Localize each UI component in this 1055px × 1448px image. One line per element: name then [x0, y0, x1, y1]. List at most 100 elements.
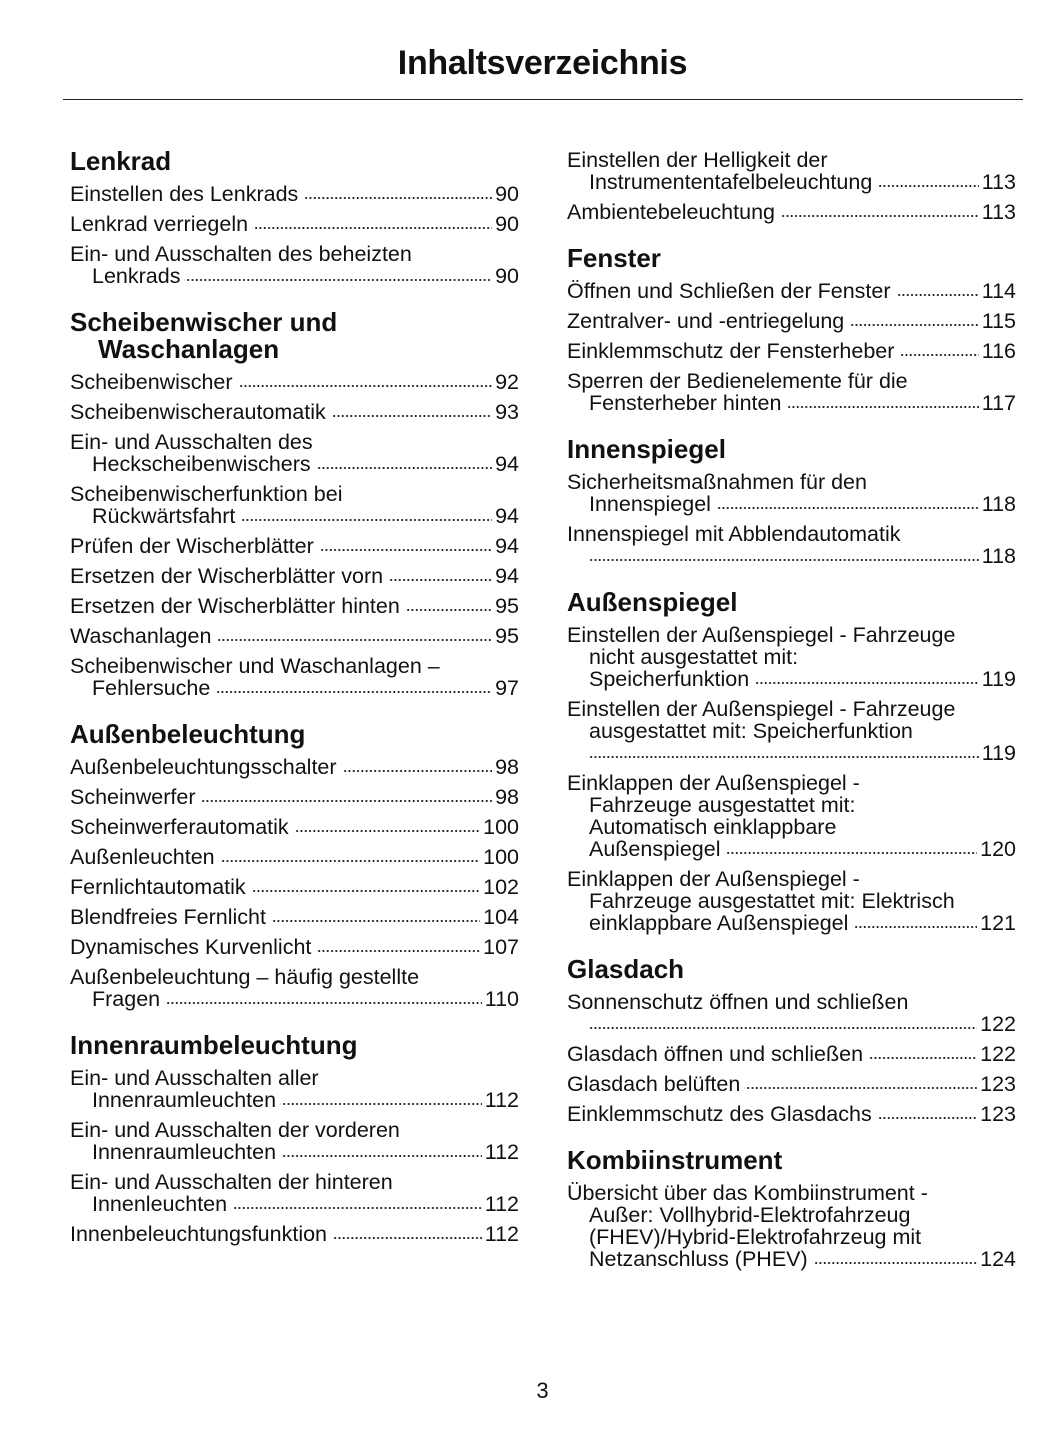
toc-entry[interactable]: Scheibenwischerautomatik 93	[70, 401, 519, 423]
toc-entry[interactable]: Einstellen der Außenspiegel - Fahrzeuge a…	[567, 698, 1016, 764]
toc-entry[interactable]: Einklemmschutz des Glasdachs 123	[567, 1103, 1016, 1125]
toc-entry[interactable]: Einklappen der Außenspiegel - Fahrzeuge a…	[567, 772, 1016, 860]
toc-entry[interactable]: Ein- und Ausschalten des beheizten Lenkra…	[70, 243, 519, 287]
entry-last-line: Glasdach belüften 123	[567, 1073, 1016, 1095]
toc-entry[interactable]: Innenbeleuchtungsfunktion 112	[70, 1223, 519, 1245]
entry-title-line: Scheibenwischer	[70, 370, 233, 394]
entry-title-line: Scheibenwischerfunktion bei	[70, 482, 343, 506]
section-heading: Fenster	[567, 245, 1016, 272]
toc-entry[interactable]: Ein- und Ausschalten der hinteren Innenle…	[70, 1171, 519, 1215]
toc-entry[interactable]: Einklappen der Außenspiegel - Fahrzeuge a…	[567, 868, 1016, 934]
entry-title-line: Einklappen der Außenspiegel -	[567, 867, 860, 891]
toc-entry[interactable]: Innenspiegel mit Abblendautomatik 118	[567, 523, 1016, 567]
dot-leader	[241, 518, 493, 522]
entry-title-line: Außenspiegel	[589, 837, 721, 861]
toc-entry[interactable]: Ersetzen der Wischerblätter hinten 95	[70, 595, 519, 617]
entry-title-line: Automatisch einklappbare	[589, 815, 837, 839]
entry-last-line: Einstellen des Lenkrads 90	[70, 183, 519, 205]
toc-entry[interactable]: Scheibenwischer und Waschanlagen – Fehler…	[70, 655, 519, 699]
entry-title-line: Außenbeleuchtung – häufig gestellte	[70, 965, 420, 989]
entry-last-line: Lenkrads 90	[70, 265, 519, 287]
toc-entry[interactable]: Einklemmschutz der Fensterheber 116	[567, 340, 1016, 362]
toc-entry[interactable]: Glasdach öffnen und schließen 122	[567, 1043, 1016, 1065]
toc-entry[interactable]: Zentralver- und -entriegelung 115	[567, 310, 1016, 332]
toc-entry[interactable]: Ein- und Ausschalten aller Innenraumleuch…	[70, 1067, 519, 1111]
entry-page-number: 117	[981, 391, 1016, 415]
toc-entry[interactable]: Sperren der Bedienelemente für die Fenste…	[567, 370, 1016, 414]
toc-entry[interactable]: Außenbeleuchtung – häufig gestellte Frage…	[70, 966, 519, 1010]
toc-entry[interactable]: Scheinwerfer 98	[70, 786, 519, 808]
entry-last-line: Scheinwerfer 98	[70, 786, 519, 808]
entry-title-line: Einstellen der Außenspiegel - Fahrzeuge	[567, 623, 956, 647]
entry-last-line: Außenleuchten 100	[70, 846, 519, 868]
entry-page-number: 98	[495, 755, 519, 779]
toc-section: Innenspiegel Sicherheitsmaßnahmen für den…	[567, 434, 1016, 568]
entry-last-line: Heckscheibenwischers 94	[70, 453, 519, 475]
entry-last-line: 118	[567, 545, 1016, 567]
toc-entry[interactable]: Waschanlagen 95	[70, 625, 519, 647]
toc-entry[interactable]: Sicherheitsmaßnahmen für den Innenspiegel…	[567, 471, 1016, 515]
dot-leader	[319, 548, 493, 552]
toc-entry[interactable]: Übersicht über das Kombiinstrument - Auße…	[567, 1182, 1016, 1270]
dot-leader	[282, 1154, 482, 1158]
toc-entry[interactable]: Ein- und Ausschalten des Heckscheibenwisc…	[70, 431, 519, 475]
toc-entry[interactable]: Außenleuchten 100	[70, 846, 519, 868]
dot-leader	[589, 558, 979, 562]
toc-entry[interactable]: Dynamisches Kurvenlicht 107	[70, 936, 519, 958]
entry-title-line: Waschanlagen	[70, 624, 212, 648]
entry-page-number: 90	[495, 212, 519, 236]
dot-leader	[869, 1056, 978, 1060]
toc-entry[interactable]: Scheinwerferautomatik 100	[70, 816, 519, 838]
heading-line: Innenspiegel	[567, 434, 726, 464]
dot-leader	[331, 414, 493, 418]
entry-title-line: einklappbare Außenspiegel	[589, 911, 849, 935]
toc-entry[interactable]: Glasdach belüften 123	[567, 1073, 1016, 1095]
toc-entry[interactable]: Einstellen der Helligkeit der Instrumente…	[567, 149, 1016, 193]
toc-entry[interactable]: Sonnenschutz öffnen und schließen 122	[567, 991, 1016, 1035]
entry-title-line: Scheinwerferautomatik	[70, 815, 289, 839]
entry-last-line: Blendfreies Fernlicht 104	[70, 906, 519, 928]
entry-last-line: Rückwärtsfahrt 94	[70, 505, 519, 527]
entry-page-number: 113	[981, 200, 1016, 224]
entry-page-number: 110	[484, 987, 519, 1011]
entry-title-line: Einklemmschutz der Fensterheber	[567, 339, 895, 363]
toc-entry[interactable]: Scheibenwischer 92	[70, 371, 519, 393]
toc-entry[interactable]: Prüfen der Wischerblätter 94	[70, 535, 519, 557]
dot-leader	[813, 1261, 978, 1265]
section-heading: Kombiinstrument	[567, 1147, 1016, 1174]
entry-page-number: 95	[495, 624, 519, 648]
toc-entry[interactable]: Einstellen des Lenkrads 90	[70, 183, 519, 205]
toc-entry[interactable]: Ein- und Ausschalten der vorderen Innenra…	[70, 1119, 519, 1163]
entry-last-line: Ersetzen der Wischerblätter hinten 95	[70, 595, 519, 617]
entry-page-number: 122	[980, 1042, 1016, 1066]
toc-entry[interactable]: Fernlichtautomatik 102	[70, 876, 519, 898]
entry-title-line: Dynamisches Kurvenlicht	[70, 935, 312, 959]
toc-entry[interactable]: Einstellen der Außenspiegel - Fahrzeuge n…	[567, 624, 1016, 690]
entry-page-number: 120	[980, 837, 1016, 861]
entry-title-line: Fahrzeuge ausgestattet mit:	[589, 793, 856, 817]
entry-last-line: Lenkrad verriegeln 90	[70, 213, 519, 235]
entry-page-number: 90	[495, 264, 519, 288]
entry-last-line: Zentralver- und -entriegelung 115	[567, 310, 1016, 332]
entry-title-line: nicht ausgestattet mit:	[589, 645, 799, 669]
entry-last-line: Außenspiegel 120	[567, 838, 1016, 860]
entry-title-line: Ersetzen der Wischerblätter hinten	[70, 594, 400, 618]
entry-title-line: Scheibenwischer und Waschanlagen –	[70, 654, 440, 678]
toc-entry[interactable]: Außenbeleuchtungsschalter 98	[70, 756, 519, 778]
toc-entry[interactable]: Lenkrad verriegeln 90	[70, 213, 519, 235]
toc-entry[interactable]: Ersetzen der Wischerblätter vorn 94	[70, 565, 519, 587]
entry-title-line: Glasdach öffnen und schließen	[567, 1042, 864, 1066]
entry-last-line: Öffnen und Schließen der Fenster 114	[567, 280, 1016, 302]
entry-title-line: Rückwärtsfahrt	[92, 504, 236, 528]
toc-entry[interactable]: Blendfreies Fernlicht 104	[70, 906, 519, 928]
entry-last-line: Dynamisches Kurvenlicht 107	[70, 936, 519, 958]
entry-page-number: 100	[483, 815, 519, 839]
toc-entry[interactable]: Scheibenwischerfunktion bei Rückwärtsfahr…	[70, 483, 519, 527]
entry-last-line: Waschanlagen 95	[70, 625, 519, 647]
entry-last-line: Scheibenwischerautomatik 93	[70, 401, 519, 423]
toc-entry[interactable]: Öffnen und Schließen der Fenster 114	[567, 280, 1016, 302]
entry-title-line: Innenleuchten	[92, 1192, 228, 1216]
dot-leader	[254, 226, 493, 230]
toc-entry[interactable]: Ambientebeleuchtung 113	[567, 201, 1016, 223]
entry-last-line: Fragen 110	[70, 988, 519, 1010]
